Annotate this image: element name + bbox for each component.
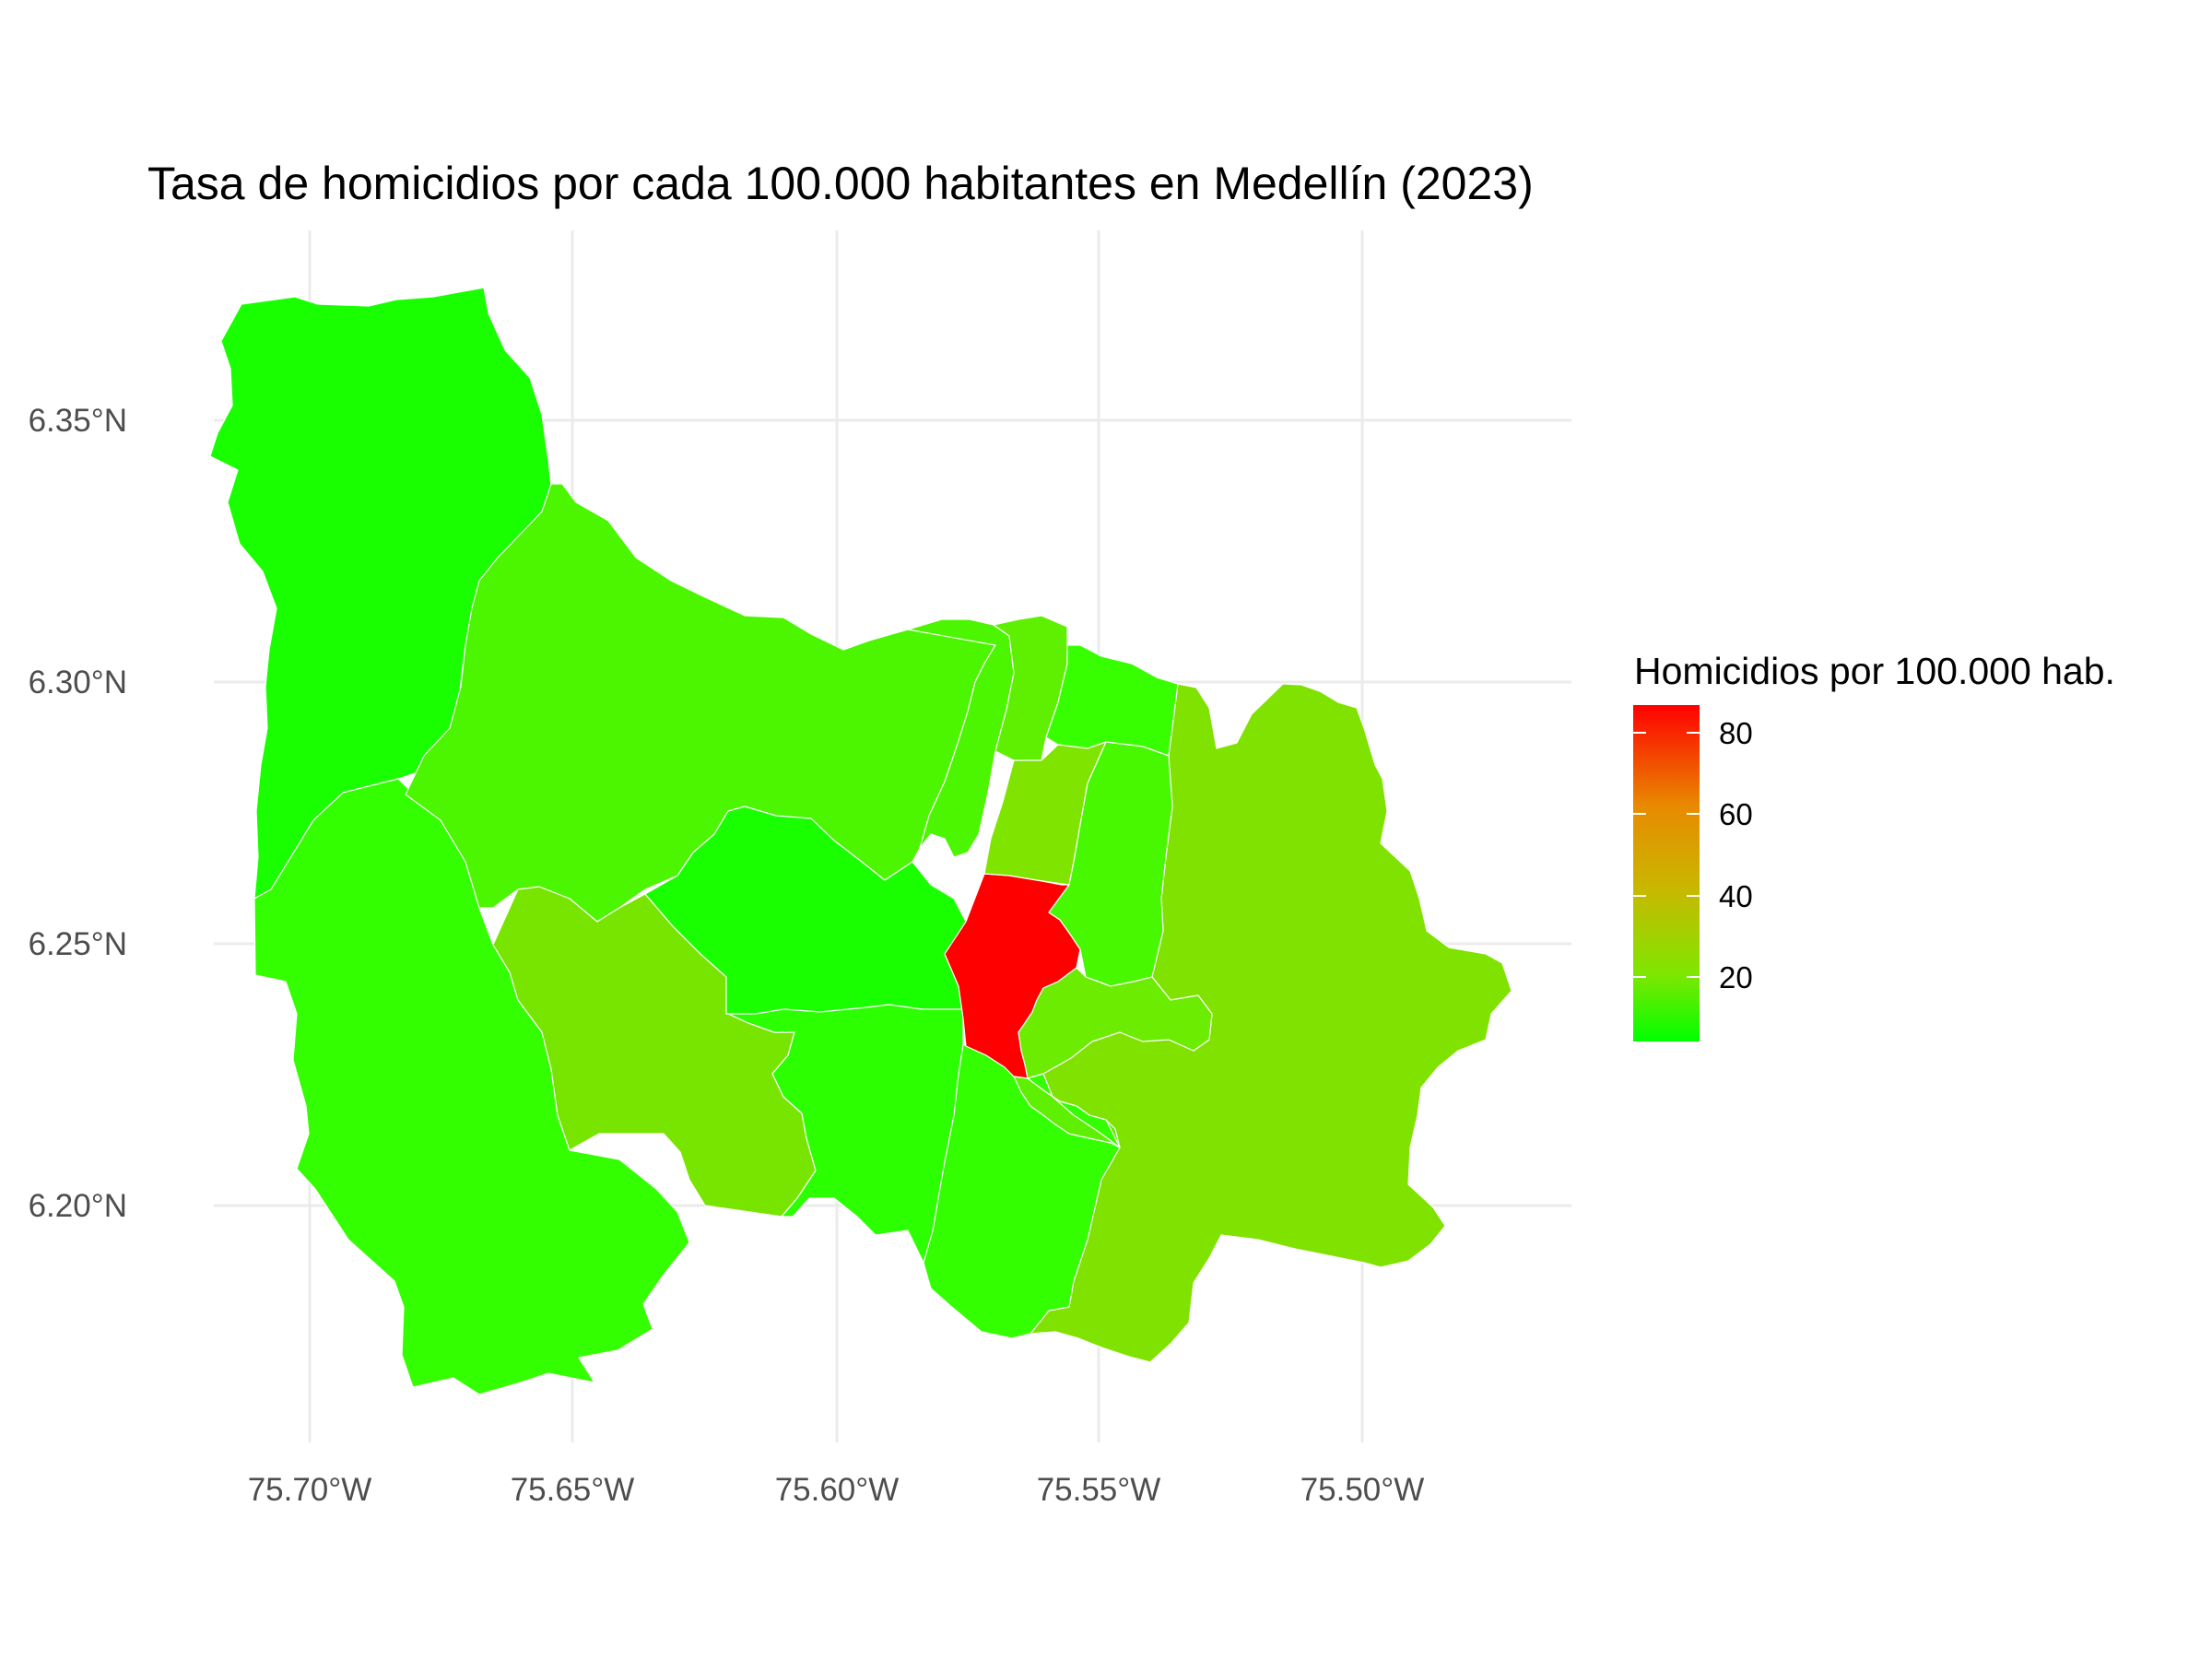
lon-tick-label: 75.55°W — [1037, 1472, 1161, 1508]
legend-tick-label: 20 — [1719, 960, 1753, 994]
legend: Homicidios por 100.000 hab. 80 60 40 20 — [1633, 650, 2115, 1041]
lon-tick-label: 75.70°W — [248, 1472, 372, 1508]
legend-colorbar — [1633, 705, 1700, 1041]
legend-tick-label: 40 — [1719, 879, 1753, 913]
lat-tick-label: 6.25°N — [29, 926, 127, 962]
region-comuna-north-2[interactable] — [993, 615, 1068, 761]
lon-tick-label: 75.60°W — [775, 1472, 900, 1508]
region-comuna-southeast-strip[interactable] — [1027, 1073, 1121, 1148]
region-comuna-center-west-inner[interactable] — [727, 1004, 964, 1264]
lat-tick-label: 6.35°N — [29, 403, 127, 439]
legend-tick-label: 80 — [1719, 716, 1753, 750]
region-comuna-southcenter-2[interactable] — [1018, 967, 1213, 1079]
map-title: Tasa de homicidios por cada 100.000 habi… — [147, 158, 1534, 209]
legend-title: Homicidios por 100.000 hab. — [1634, 650, 2115, 692]
lat-tick-label: 6.30°N — [29, 665, 127, 700]
longitude-axis: 75.70°W 75.65°W 75.60°W 75.55°W 75.50°W — [248, 1472, 1425, 1508]
legend-tick-label: 60 — [1719, 797, 1753, 831]
lon-tick-label: 75.65°W — [511, 1472, 635, 1508]
latitude-axis: 6.35°N 6.30°N 6.25°N 6.20°N — [29, 403, 127, 1224]
lon-tick-label: 75.50°W — [1300, 1472, 1425, 1508]
lat-tick-label: 6.20°N — [29, 1188, 127, 1224]
regions — [209, 287, 1512, 1395]
